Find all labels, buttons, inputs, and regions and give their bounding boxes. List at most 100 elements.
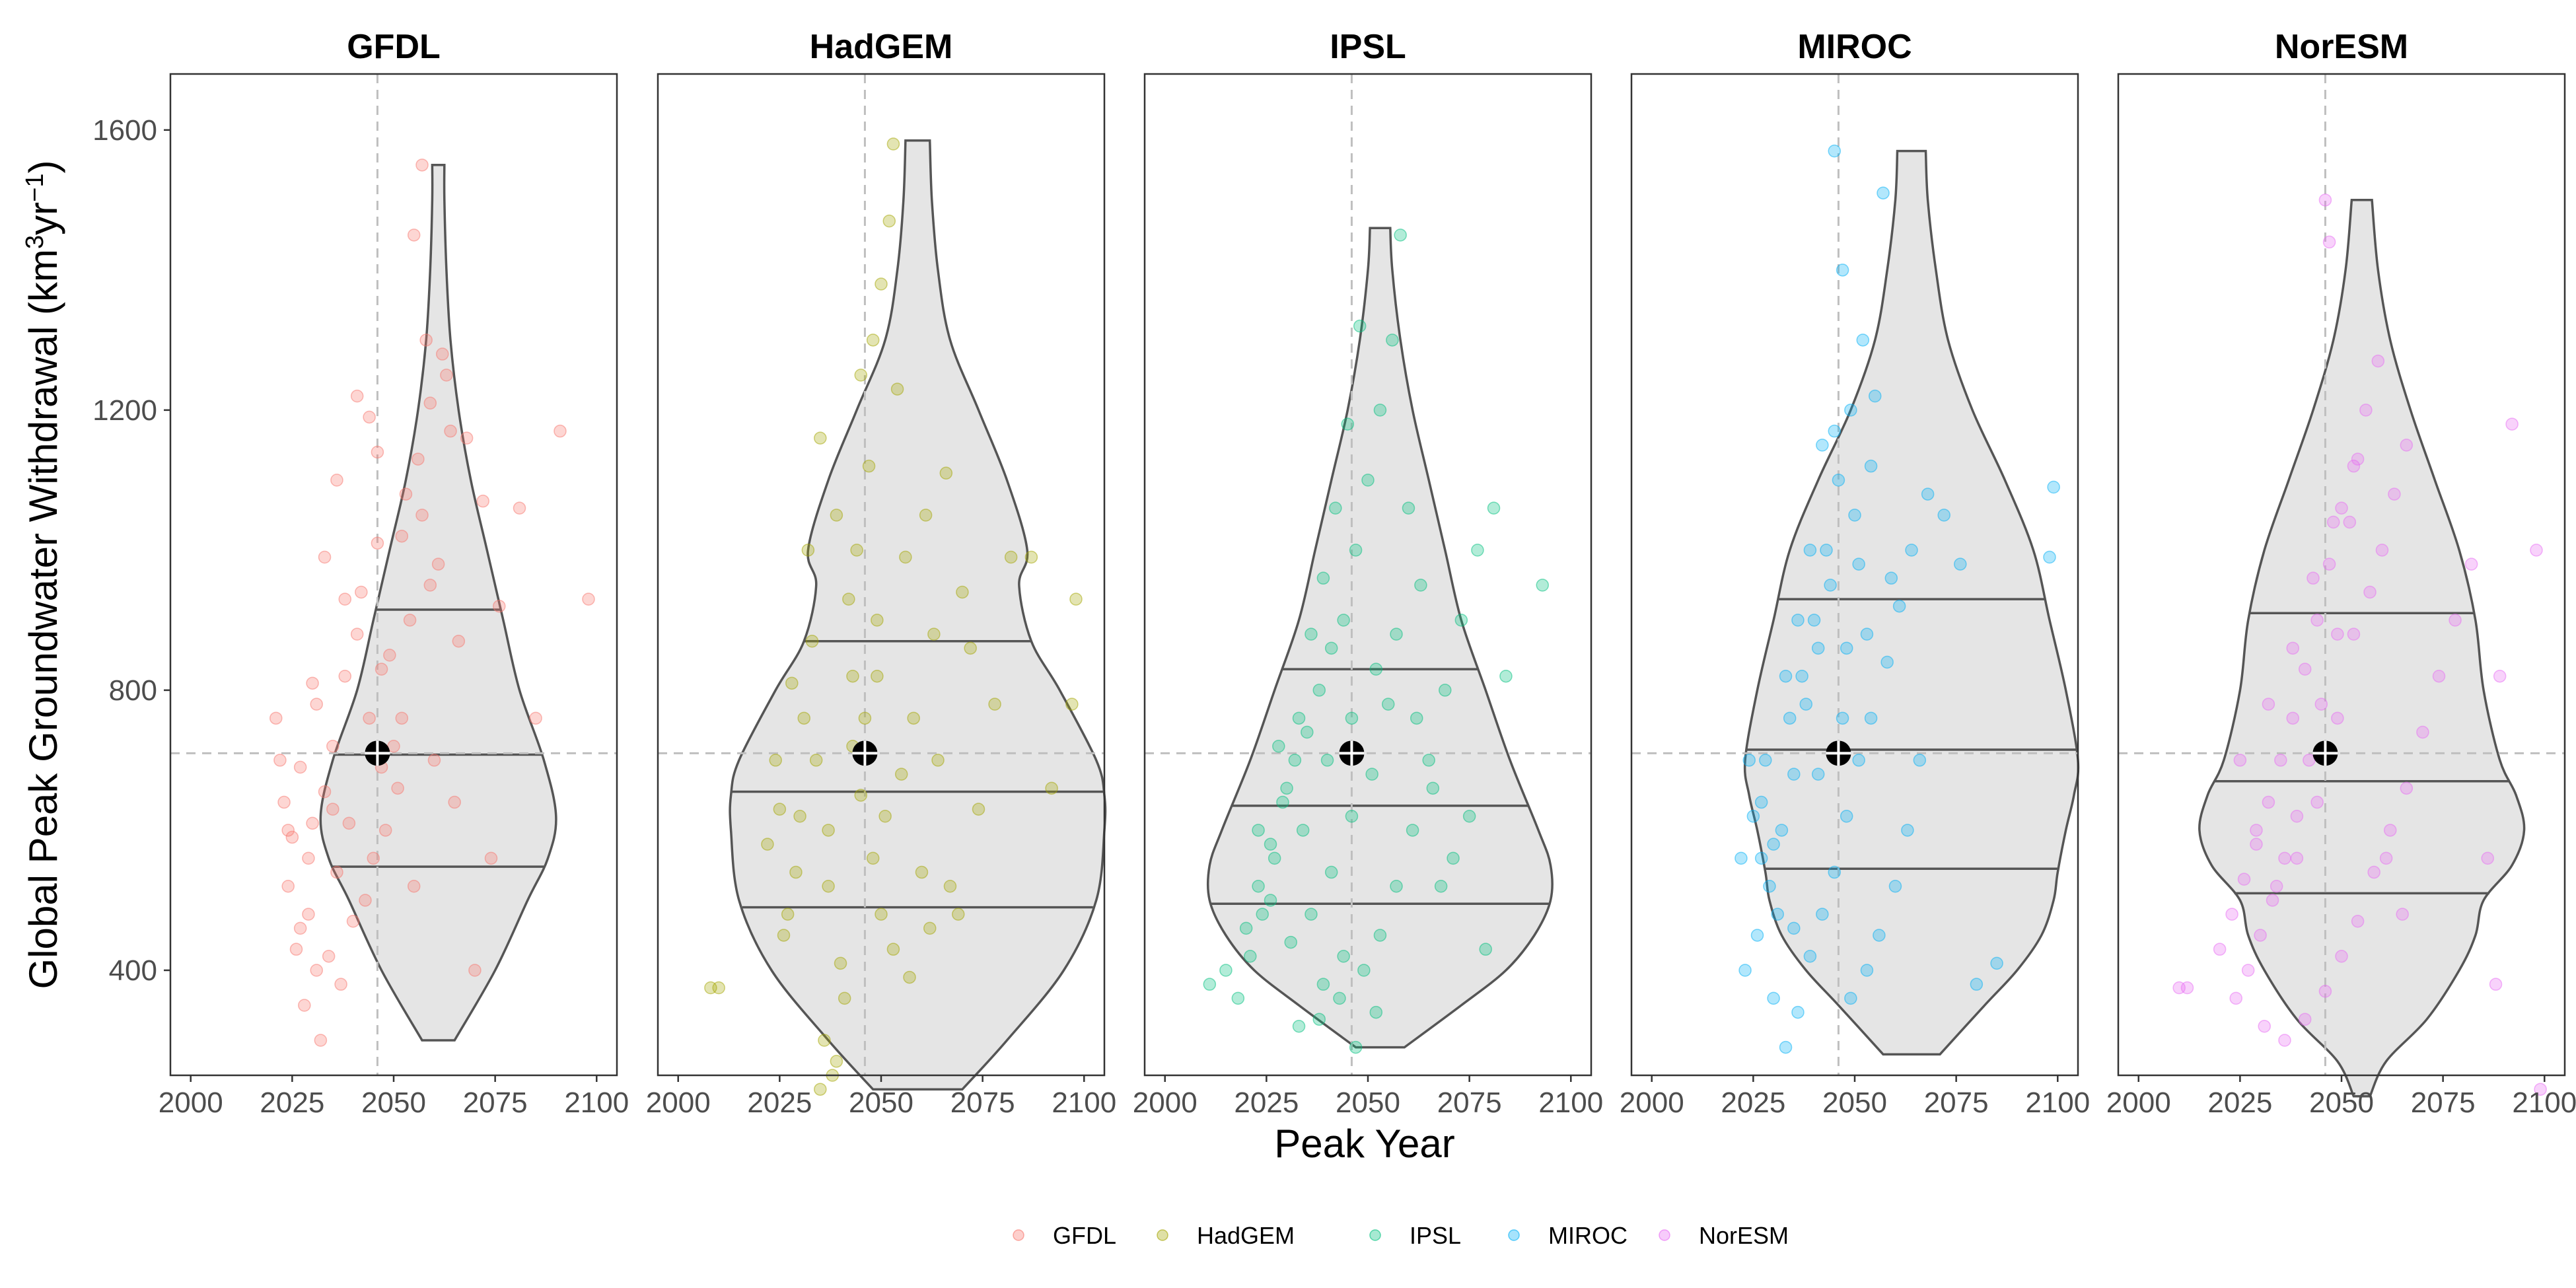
data-point — [1410, 711, 1423, 725]
data-point — [1820, 544, 1833, 557]
data-point — [952, 908, 965, 921]
data-point — [1884, 571, 1898, 585]
data-point — [2331, 711, 2344, 725]
data-point — [407, 880, 421, 893]
violin-hadgem — [729, 139, 1107, 1091]
data-point — [1970, 978, 1984, 991]
legend-label: GFDL — [1053, 1222, 1116, 1249]
data-point — [1337, 614, 1350, 627]
data-point — [1292, 1020, 1306, 1033]
data-point — [1901, 824, 1914, 837]
legend-item-hadgem: HadGEM — [1157, 1222, 1295, 1249]
data-point — [310, 964, 323, 977]
data-point — [1252, 880, 1265, 893]
panel-hadgem: HadGEM 2000 2025 2050 2075 2100 — [646, 28, 1116, 1119]
data-point — [1284, 935, 1297, 949]
data-point — [761, 838, 774, 851]
panel-title: HadGEM — [810, 28, 953, 66]
data-point — [342, 816, 356, 830]
y-axis-title-part: Global Peak Groundwater Withdrawal (km — [21, 249, 65, 989]
legend-key — [1157, 1229, 1168, 1241]
data-point — [2347, 459, 2361, 473]
points-noresm — [2172, 194, 2547, 1096]
data-point — [1803, 544, 1817, 557]
data-point — [1406, 824, 1419, 837]
data-point — [878, 809, 892, 823]
data-point — [1337, 950, 1350, 963]
data-point — [1799, 698, 1813, 711]
data-point — [1763, 880, 1776, 893]
data-point — [1231, 991, 1245, 1005]
x-tick-label: 2000 — [1620, 1087, 1684, 1119]
data-point — [2266, 894, 2279, 907]
data-point — [886, 137, 900, 151]
data-point — [854, 789, 868, 802]
data-point — [318, 550, 332, 564]
data-point — [419, 334, 433, 347]
data-point — [2047, 480, 2060, 494]
data-point — [314, 1034, 328, 1047]
data-point — [1877, 186, 1890, 199]
data-point — [1771, 908, 1784, 921]
data-point — [448, 795, 461, 809]
y-axis-title-superscript: 3 — [21, 235, 49, 249]
data-point — [858, 711, 872, 725]
x-tick-label: 2075 — [463, 1087, 528, 1119]
panel-ipsl: IPSL 2000 2025 2050 2075 2100 — [1133, 28, 1603, 1119]
data-point — [273, 754, 287, 767]
data-point — [1365, 768, 1378, 781]
data-point — [907, 711, 920, 725]
data-point — [1828, 865, 1842, 879]
data-point — [793, 809, 806, 823]
data-point — [1937, 509, 1950, 522]
panel-gfdl: GFDL 2000 2025 2050 2075 2100 400 800 1200 1600 — [92, 28, 629, 1119]
data-point — [1954, 557, 1967, 571]
data-point — [1292, 711, 1306, 725]
data-point — [2322, 557, 2336, 571]
legend-key — [1013, 1229, 1024, 1241]
data-point — [554, 424, 567, 438]
data-point — [854, 369, 868, 382]
data-point — [1422, 754, 1435, 767]
data-point — [427, 754, 441, 767]
data-point — [1069, 592, 1083, 606]
data-point — [2367, 865, 2380, 879]
data-point — [378, 824, 392, 837]
data-point — [2270, 880, 2283, 893]
data-point — [1252, 824, 1265, 837]
data-point — [2290, 851, 2304, 865]
data-point — [2489, 978, 2503, 991]
data-point — [1454, 614, 1468, 627]
y-tick-label: 800 — [109, 674, 157, 707]
data-point — [363, 711, 376, 725]
data-point — [850, 544, 863, 557]
panel-miroc: MIROC 2000 2025 2050 2075 2100 — [1620, 28, 2090, 1119]
data-point — [326, 803, 340, 816]
data-point — [1369, 662, 1383, 676]
data-point — [1921, 487, 1935, 501]
data-point — [1832, 474, 1845, 487]
data-point — [338, 669, 352, 683]
data-point — [2310, 795, 2324, 809]
data-point — [2250, 838, 2263, 851]
data-point — [395, 711, 409, 725]
data-point — [334, 978, 347, 991]
data-point — [1239, 921, 1253, 935]
data-point — [2278, 851, 2291, 865]
data-point — [293, 921, 307, 935]
data-point — [1045, 781, 1058, 795]
data-point — [2314, 698, 2328, 711]
data-point — [1487, 501, 1501, 515]
data-point — [2250, 824, 2263, 837]
data-point — [318, 785, 332, 799]
data-point — [1479, 943, 1492, 956]
data-point — [2363, 585, 2377, 599]
data-point — [834, 956, 847, 970]
data-point — [939, 466, 953, 480]
data-point — [484, 851, 498, 865]
data-point — [1860, 964, 1874, 977]
data-point — [1329, 501, 1342, 515]
data-point — [1333, 991, 1346, 1005]
x-tick-label: 2050 — [361, 1087, 426, 1119]
violin-gfdl — [319, 164, 557, 1042]
